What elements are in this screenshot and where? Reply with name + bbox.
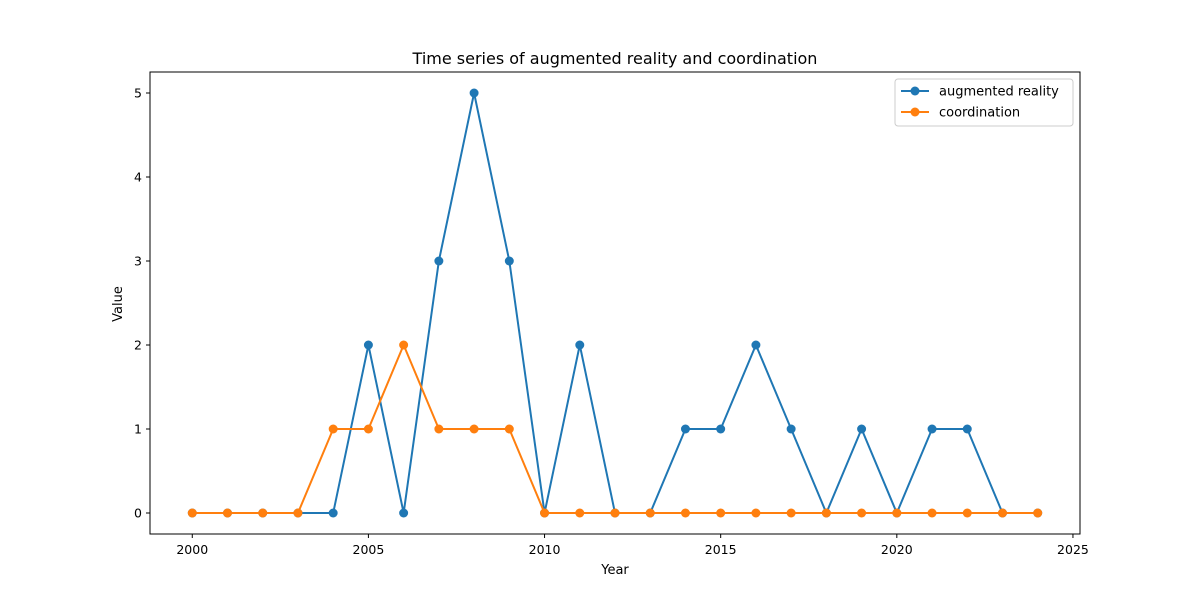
data-point [680, 424, 690, 434]
data-point [857, 424, 867, 434]
data-point [469, 88, 479, 98]
data-point [434, 256, 444, 266]
y-tick-label: 0 [134, 506, 142, 521]
x-tick-label: 2020 [881, 542, 913, 557]
data-point [962, 508, 972, 518]
data-point [504, 424, 514, 434]
data-point [258, 508, 268, 518]
data-point [187, 508, 197, 518]
data-point [293, 508, 303, 518]
y-tick-label: 3 [134, 254, 142, 269]
x-tick-label: 2015 [705, 542, 737, 557]
data-point [786, 508, 796, 518]
data-point [821, 508, 831, 518]
y-tick-label: 5 [134, 86, 142, 101]
legend-marker [910, 86, 920, 96]
plot-area: 2000 2005 2010 2015 2020 2025 0 1 2 3 4 5 [134, 71, 1089, 557]
x-tick-label: 2005 [353, 542, 385, 557]
data-point [927, 508, 937, 518]
y-tick-label: 2 [134, 338, 142, 353]
data-point [786, 424, 796, 434]
legend-label: augmented reality [939, 85, 1059, 100]
data-point [716, 508, 726, 518]
legend-label: coordination [939, 106, 1020, 121]
chart-title: Time series of augmented reality and coo… [412, 49, 818, 68]
data-point [927, 424, 937, 434]
data-point [680, 508, 690, 518]
data-point [504, 256, 514, 266]
legend-box [894, 78, 1074, 127]
data-point [610, 508, 620, 518]
data-point [399, 508, 409, 518]
data-point [223, 508, 232, 518]
legend-marker [910, 107, 920, 117]
plot-frame [149, 71, 1081, 535]
y-tick-label: 1 [134, 422, 142, 437]
data-point [575, 508, 585, 518]
data-point [469, 424, 479, 434]
data-point [998, 508, 1007, 518]
x-tick-label: 2010 [529, 542, 561, 557]
data-point [434, 424, 444, 434]
data-point [716, 424, 726, 434]
data-point [363, 424, 373, 434]
legend: augmented reality coordination [894, 78, 1074, 127]
data-point [540, 508, 550, 518]
data-point [962, 424, 972, 434]
data-point [1033, 508, 1043, 518]
data-point [645, 508, 655, 518]
y-axis-label: Value [111, 286, 126, 322]
x-tick-label: 2025 [1057, 542, 1089, 557]
data-point [328, 424, 338, 434]
data-point [892, 508, 902, 518]
x-axis-label: Year [600, 563, 629, 578]
data-point [575, 340, 585, 350]
data-point [328, 508, 338, 518]
data-point [751, 340, 761, 350]
x-tick-label: 2000 [176, 542, 208, 557]
y-tick-label: 4 [134, 170, 142, 185]
data-point [399, 340, 409, 350]
data-point [363, 340, 373, 350]
data-point [857, 508, 867, 518]
data-point [751, 508, 761, 518]
